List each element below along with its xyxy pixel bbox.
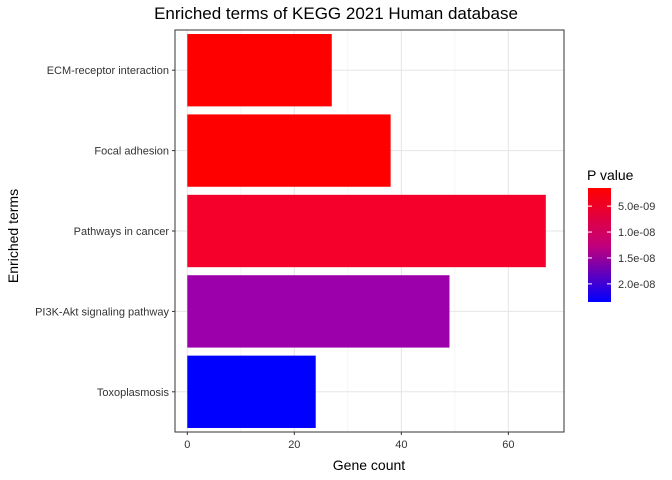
- legend-title: P value: [587, 167, 634, 183]
- y-tick-label: ECM-receptor interaction: [47, 65, 169, 77]
- legend-tick-label: 1.0e-08: [618, 227, 655, 239]
- legend-tick-label: 2.0e-08: [618, 279, 655, 291]
- legend: P value 5.0e-09 1.0e-08 1.5e-08 2.0e-08: [587, 167, 655, 302]
- y-axis-title: Enriched terms: [5, 189, 21, 283]
- chart-title: Enriched terms of KEGG 2021 Human databa…: [154, 4, 518, 23]
- bar: [187, 34, 332, 107]
- y-tick-label: Toxoplasmosis: [97, 387, 170, 399]
- bar: [187, 114, 391, 187]
- x-tick-label: 0: [184, 439, 190, 451]
- x-axis-title: Gene count: [333, 457, 405, 473]
- legend-tick-label: 1.5e-08: [618, 253, 655, 265]
- legend-tick-label: 5.0e-09: [618, 201, 655, 213]
- bar: [187, 275, 450, 348]
- x-tick-label: 60: [502, 439, 514, 451]
- y-tick-label: Pathways in cancer: [74, 226, 170, 238]
- legend-colorbar: [588, 188, 611, 302]
- bar: [187, 194, 546, 268]
- x-tick-label: 40: [395, 439, 407, 451]
- y-tick-label: PI3K-Akt signaling pathway: [35, 306, 169, 318]
- x-tick-label: 20: [288, 439, 300, 451]
- y-tick-label: Focal adhesion: [94, 146, 169, 158]
- bar: [187, 355, 316, 428]
